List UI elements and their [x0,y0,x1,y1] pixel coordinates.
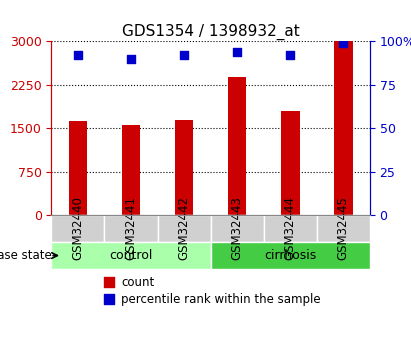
Point [287,52,293,58]
Point [340,40,346,46]
Text: GSM32440: GSM32440 [72,197,84,260]
Point [181,52,187,58]
Text: GSM32442: GSM32442 [178,196,191,260]
Point [105,279,112,285]
FancyBboxPatch shape [317,215,370,242]
FancyBboxPatch shape [51,242,210,269]
Bar [281,111,300,215]
Text: disease state: disease state [0,249,51,262]
Point [105,297,112,302]
Text: percentile rank within the sample: percentile rank within the sample [122,293,321,306]
Bar [334,41,353,215]
Text: GSM32443: GSM32443 [231,197,244,260]
Point [128,56,134,61]
FancyBboxPatch shape [210,242,370,269]
Bar [69,121,87,215]
Title: GDS1354 / 1398932_at: GDS1354 / 1398932_at [122,24,300,40]
FancyBboxPatch shape [157,215,210,242]
Text: count: count [122,276,155,289]
Point [75,52,81,58]
Bar [122,125,140,215]
Text: GSM32441: GSM32441 [125,196,138,260]
Text: GSM32444: GSM32444 [284,196,297,260]
Bar [228,77,247,215]
FancyBboxPatch shape [51,215,104,242]
Text: GSM32445: GSM32445 [337,197,350,260]
Text: cirrhosis: cirrhosis [264,249,316,262]
FancyBboxPatch shape [104,215,157,242]
Point [234,49,240,55]
Text: control: control [109,249,153,262]
FancyBboxPatch shape [210,215,264,242]
FancyBboxPatch shape [264,215,317,242]
Bar [175,120,194,215]
